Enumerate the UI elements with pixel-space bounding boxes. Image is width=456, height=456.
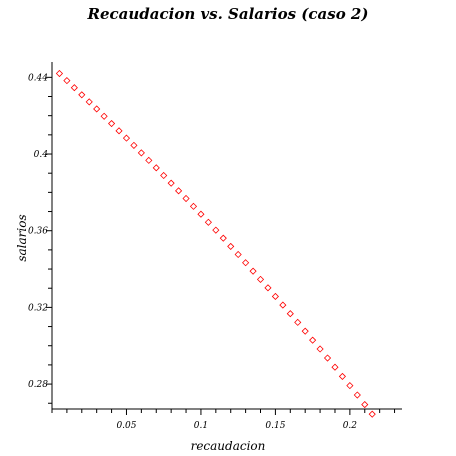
data-point xyxy=(286,310,294,318)
data-point xyxy=(264,284,272,292)
data-point xyxy=(316,345,324,353)
data-point xyxy=(279,301,287,309)
data-point xyxy=(152,164,160,172)
plot-area: 0.05 0.1 0.15 0.2 0.28 0.32 0.36 0.4 0.44 xyxy=(28,62,402,431)
data-point xyxy=(353,391,361,399)
data-point xyxy=(338,372,346,380)
data-point xyxy=(204,218,212,226)
data-point xyxy=(227,242,235,250)
data-point xyxy=(167,179,175,187)
data-point xyxy=(100,112,108,120)
data-point xyxy=(301,327,309,335)
data-point xyxy=(55,69,64,78)
data-markers xyxy=(55,69,376,418)
data-point xyxy=(160,171,168,180)
data-point xyxy=(189,202,198,210)
data-point xyxy=(182,194,190,203)
y-tick-label: 0.36 xyxy=(28,227,48,237)
x-tick-label: 0.2 xyxy=(343,421,358,431)
data-point xyxy=(122,134,131,142)
x-tick-label: 0.05 xyxy=(116,421,136,431)
data-point xyxy=(361,401,369,409)
data-point xyxy=(197,210,205,218)
data-point xyxy=(137,149,145,157)
y-tick-label: 0.28 xyxy=(28,380,48,390)
data-point xyxy=(271,292,279,301)
data-point xyxy=(145,156,153,164)
data-point xyxy=(323,354,332,362)
x-tick-label: 0.1 xyxy=(194,421,208,431)
y-axis-label: salarios xyxy=(15,214,29,261)
data-point xyxy=(78,91,86,99)
x-tick-label: 0.15 xyxy=(265,421,285,431)
data-point xyxy=(130,141,138,149)
data-point xyxy=(249,267,257,275)
data-point xyxy=(256,275,265,283)
data-point xyxy=(219,234,227,242)
y-tick-label: 0.32 xyxy=(28,303,48,313)
data-point xyxy=(175,187,183,195)
data-point xyxy=(294,318,302,326)
data-point xyxy=(309,336,317,344)
data-point xyxy=(70,84,78,92)
x-axis-label: recaudacion xyxy=(191,439,266,453)
data-point xyxy=(212,226,220,234)
data-point xyxy=(234,250,242,259)
y-tick-label: 0.4 xyxy=(34,150,49,160)
data-point xyxy=(63,77,71,85)
data-point xyxy=(331,363,339,371)
chart-title: Recaudacion vs. Salarios (caso 2) xyxy=(87,5,369,23)
data-point xyxy=(85,98,93,106)
data-point xyxy=(108,119,116,128)
data-point xyxy=(93,105,101,113)
y-tick-label: 0.44 xyxy=(28,73,48,83)
data-point xyxy=(346,382,354,390)
data-point xyxy=(115,127,123,135)
data-point xyxy=(368,410,376,418)
data-point xyxy=(242,259,250,267)
